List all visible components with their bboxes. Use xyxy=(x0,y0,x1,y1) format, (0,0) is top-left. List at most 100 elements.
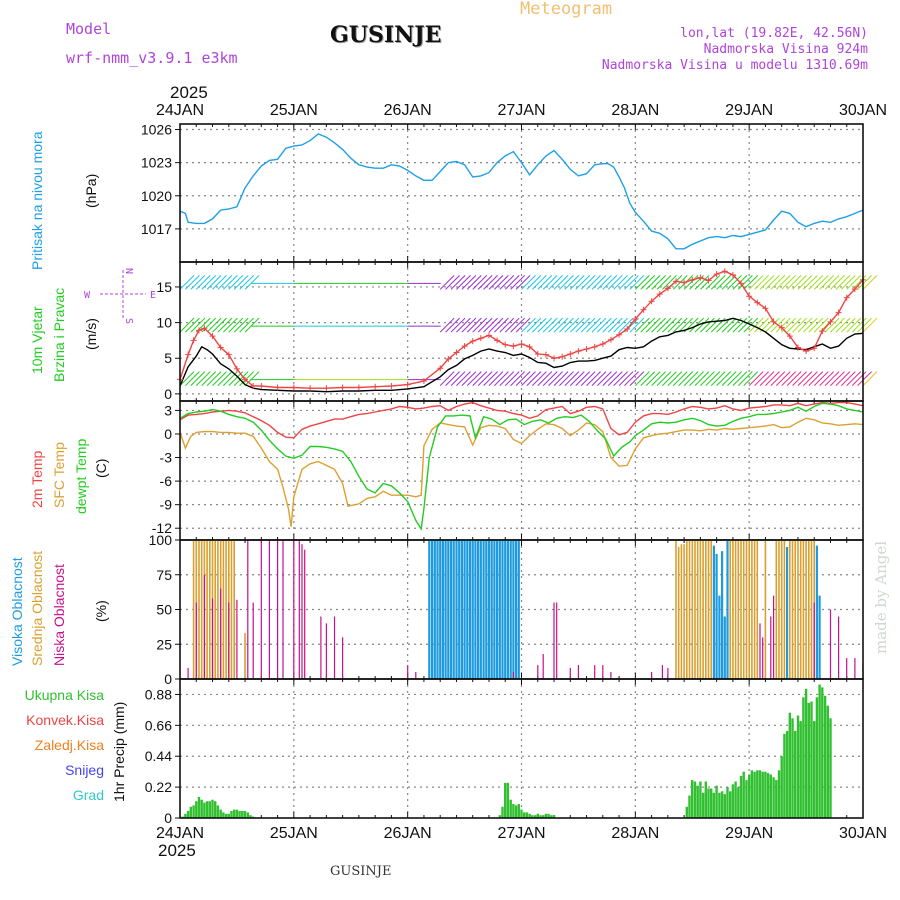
wind-barb xyxy=(494,317,509,333)
compass-e: E xyxy=(150,290,156,301)
bar xyxy=(758,770,762,818)
wind-barb xyxy=(765,371,780,386)
bar xyxy=(734,781,737,818)
precip-frame xyxy=(179,678,864,819)
bar xyxy=(506,540,509,679)
wind-barb xyxy=(461,317,477,333)
y-tick-label: -3 xyxy=(160,450,173,466)
wind-barb xyxy=(819,275,834,290)
wind-barb xyxy=(754,275,769,290)
bar xyxy=(729,791,732,818)
bar xyxy=(750,770,754,818)
wind-barb xyxy=(515,275,531,290)
bar xyxy=(710,788,713,818)
wind-barb xyxy=(586,275,601,290)
bar xyxy=(252,602,254,679)
wind-barb xyxy=(185,275,200,290)
bar xyxy=(342,637,344,679)
wind-barb xyxy=(190,371,206,386)
wind-barb xyxy=(694,317,710,333)
gust-marker xyxy=(225,351,232,358)
series-line xyxy=(179,133,864,250)
wind-barb xyxy=(813,275,829,290)
series-line xyxy=(179,401,864,439)
bar xyxy=(791,718,794,818)
bar xyxy=(200,540,203,679)
wind-barb xyxy=(846,275,862,290)
bar xyxy=(230,540,233,679)
wind-barb xyxy=(521,275,536,290)
gust-marker xyxy=(672,278,679,285)
wind-barb xyxy=(494,275,509,290)
bar xyxy=(762,637,764,679)
bar xyxy=(433,540,436,679)
gust-marker xyxy=(851,286,858,293)
cloud-title-3: Niska Oblacnost xyxy=(51,564,67,666)
wind-barb xyxy=(748,275,764,290)
bar xyxy=(517,804,520,818)
wind-barb xyxy=(456,317,471,333)
wind-barb xyxy=(575,371,591,386)
bar xyxy=(685,806,688,818)
gust-marker xyxy=(477,335,484,342)
temp-title-3: dewpt Temp xyxy=(73,439,89,514)
wind-barb xyxy=(830,371,845,386)
wind-barb xyxy=(835,317,851,333)
bar xyxy=(777,770,781,818)
bar xyxy=(415,672,417,679)
gust-marker xyxy=(607,336,614,343)
wind-title-1: 10m Vjetar xyxy=(29,306,45,374)
compass-n: N xyxy=(123,268,134,274)
wind-barb xyxy=(662,317,677,333)
wind-barb xyxy=(743,275,759,290)
wind-barb xyxy=(185,371,200,386)
wind-barb xyxy=(515,317,531,333)
wind-barb xyxy=(840,275,856,290)
wind-title-2: Brzina i Pravac xyxy=(51,288,67,382)
gust-marker xyxy=(729,271,736,278)
bar xyxy=(477,540,480,679)
bar xyxy=(203,574,205,680)
wind-barb xyxy=(700,317,715,333)
wind-barb xyxy=(212,275,227,290)
wind-barb xyxy=(721,275,737,290)
bar xyxy=(233,809,236,818)
legend-snijeg: Snijeg xyxy=(65,762,104,778)
wind-barb xyxy=(602,371,618,386)
bar xyxy=(818,595,821,679)
wind-barb xyxy=(466,371,482,386)
wind-barb xyxy=(727,371,742,386)
wind-barb xyxy=(445,371,460,386)
wind-barb xyxy=(634,275,650,290)
wind-barb xyxy=(439,317,455,333)
wind-barb xyxy=(846,317,862,333)
wind-barb xyxy=(580,275,596,290)
bar xyxy=(514,805,518,818)
wind-barb xyxy=(716,317,731,333)
pressure-title: Pritisak na nivou mora xyxy=(29,131,45,270)
wind-barb xyxy=(667,317,683,333)
bar xyxy=(244,633,246,679)
precip-panel: 0 0.22 0.44 0.66 0.88 xyxy=(145,678,864,826)
wind-barb xyxy=(217,275,233,290)
wind-barb xyxy=(672,317,688,333)
wind-barb xyxy=(705,275,721,290)
wind-barb xyxy=(537,275,553,290)
gust-marker xyxy=(461,343,468,350)
wind-barb xyxy=(797,371,813,386)
wind-barb xyxy=(526,275,542,290)
bar xyxy=(696,540,699,679)
wind-barb xyxy=(662,371,677,386)
temp-title-2: SFC Temp xyxy=(51,442,67,508)
bar xyxy=(187,667,189,679)
bar xyxy=(699,540,702,679)
wind-barb xyxy=(499,317,515,333)
wind-barb xyxy=(835,371,851,386)
bar xyxy=(241,811,244,818)
bar xyxy=(815,697,819,818)
bar xyxy=(198,540,200,679)
gust-marker xyxy=(250,383,257,390)
wind-barb xyxy=(466,275,482,290)
wind-barb xyxy=(559,371,574,386)
wind-barb xyxy=(830,317,845,333)
